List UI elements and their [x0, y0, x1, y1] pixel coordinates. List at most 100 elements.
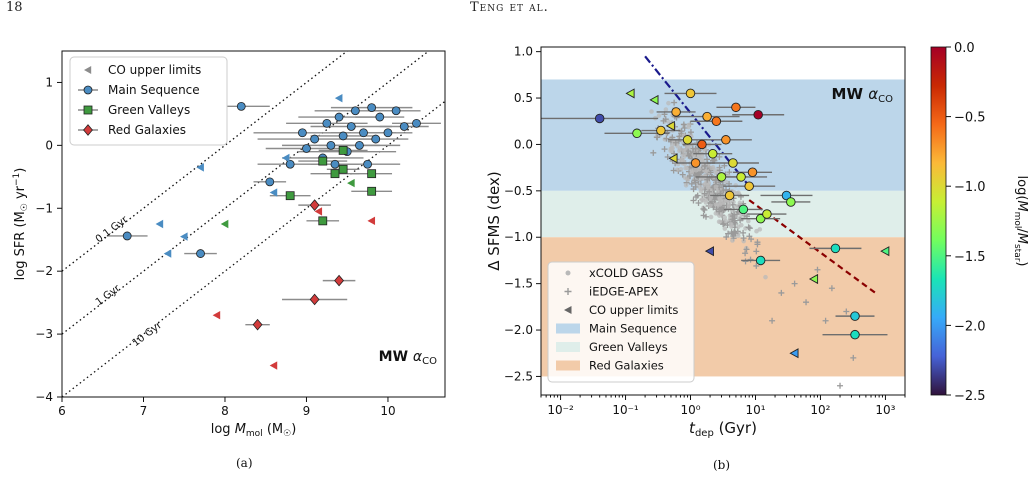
data-point	[781, 190, 792, 201]
upper-limit-marker	[665, 120, 675, 131]
xcold-gass-point	[718, 200, 724, 206]
data-point	[711, 116, 722, 126]
xcold-gass-point	[705, 185, 711, 190]
iedge-apex-point	[650, 149, 657, 156]
x-tick-label: 10¹	[745, 403, 765, 417]
xcold-gass-point	[702, 182, 707, 187]
data-point	[702, 111, 712, 122]
data-point	[350, 106, 360, 116]
iedge-apex-point	[716, 153, 723, 160]
iedge-apex-point	[731, 217, 738, 224]
data-point	[330, 169, 340, 179]
iedge-apex-point	[828, 285, 835, 292]
data-point	[318, 156, 328, 166]
data-point	[697, 139, 707, 150]
y-tick-label: −2	[35, 264, 53, 278]
colorbar-tick-label: −0.5	[954, 111, 986, 126]
depletion-line-label: 10 Gyr	[131, 319, 165, 349]
iedge-apex-point	[814, 266, 821, 273]
data-point	[682, 135, 693, 145]
xcold-gass-point	[709, 165, 714, 171]
iedge-apex-point	[670, 167, 677, 174]
y-tick-label: −1.5	[504, 277, 533, 291]
legend-entry: Red Galaxies	[78, 123, 186, 137]
legend-entry: Main Sequence	[78, 83, 200, 97]
legend-marker	[83, 124, 93, 136]
data-point	[338, 131, 348, 141]
iedge-apex-point	[692, 145, 699, 152]
legend-entry: xCOLD GASS	[565, 266, 663, 280]
data-point	[309, 199, 320, 211]
legend-swatch	[556, 360, 580, 371]
y-tick-label: −3	[35, 327, 53, 341]
xcold-gass-point	[681, 148, 687, 153]
data-point	[367, 169, 377, 179]
legend-label: Green Valleys	[108, 103, 190, 117]
xcold-gass-point	[677, 148, 682, 154]
iedge-apex-point	[743, 246, 750, 253]
data-point	[371, 134, 381, 144]
mw-alpha-annotation: MW αCO	[379, 349, 437, 367]
iedge-apex-point	[742, 250, 749, 257]
xcold-gass-point	[663, 107, 669, 112]
iedge-apex-point	[843, 308, 850, 315]
xcold-gass-point	[723, 179, 729, 185]
iedge-apex-point	[688, 180, 695, 187]
iedge-apex-point	[690, 197, 697, 204]
data-point	[285, 159, 295, 169]
xcold-gass-point	[713, 170, 718, 176]
iedge-apex-point	[671, 99, 678, 106]
y-tick-label: −2.5	[504, 369, 533, 383]
data-point	[322, 118, 332, 128]
iedge-apex-point	[695, 199, 702, 206]
legend-marker	[84, 66, 92, 74]
y-tick-label: 0	[45, 138, 53, 152]
legend-entry: Main Sequence	[556, 322, 677, 336]
data-point	[724, 190, 735, 201]
legend-entry: CO upper limits	[84, 63, 201, 77]
iedge-apex-point	[687, 129, 694, 136]
xcold-gass-point	[707, 203, 713, 209]
iedge-apex-point	[729, 230, 736, 237]
iedge-apex-point	[712, 177, 719, 184]
colorbar-tick-label: −2.5	[954, 389, 986, 404]
y-axis-label: Δ SFMS (dex)	[485, 171, 503, 270]
iedge-apex-point	[654, 134, 661, 141]
upper-limit-marker	[347, 178, 355, 188]
x-tick-label: 10⁰	[680, 403, 700, 417]
data-point	[594, 113, 605, 124]
data-point	[850, 311, 860, 321]
upper-limit-marker	[704, 246, 714, 257]
data-point	[755, 213, 766, 224]
legend-box	[547, 261, 695, 383]
xcold-gass-point	[699, 197, 705, 203]
legend-label: iEDGE-APEX	[589, 285, 658, 299]
xcold-gass-point	[684, 144, 690, 150]
data-point	[310, 134, 320, 144]
data-point	[632, 128, 642, 139]
xcold-gass-point	[763, 274, 768, 280]
xcold-gass-point	[674, 167, 680, 173]
mw-alpha-annotation: MW αCO	[832, 85, 894, 105]
xcold-gass-point	[713, 184, 719, 190]
data-point	[367, 103, 377, 113]
iedge-apex-point	[680, 121, 687, 128]
data-point	[671, 107, 681, 117]
iedge-apex-point	[692, 179, 699, 186]
data-point	[830, 243, 841, 254]
iedge-apex-point	[740, 235, 747, 242]
data-point	[391, 106, 401, 116]
iedge-apex-point	[679, 171, 686, 178]
data-point	[399, 122, 409, 131]
x-tick-label: 10³	[875, 403, 895, 417]
fit-line	[748, 199, 877, 294]
xcold-gass-point	[693, 147, 699, 152]
iedge-apex-point	[713, 206, 720, 213]
x-axis-label: log Mmol (M☉)	[211, 422, 297, 439]
xcold-gass-point	[716, 219, 722, 225]
colorbar-tick-label: 0.0	[954, 41, 975, 56]
iedge-apex-point	[707, 169, 714, 176]
iedge-apex-point	[746, 233, 753, 240]
iedge-apex-point	[706, 188, 713, 195]
xcold-gass-point	[722, 226, 728, 231]
